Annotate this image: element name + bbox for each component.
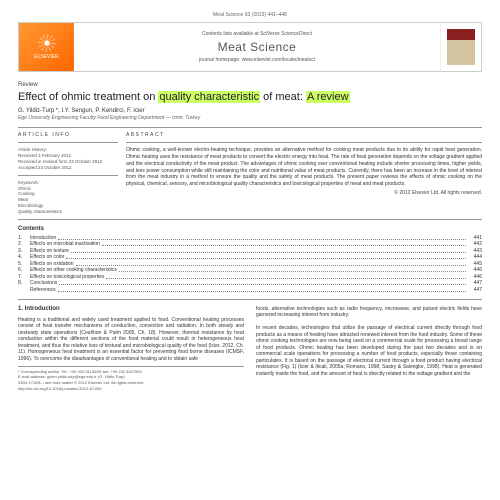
keywords: Ohmic Cooking Meat Microbiology Quality … xyxy=(18,186,118,215)
abstract-body: Ohmic cooking, a well-known electro-heat… xyxy=(126,147,482,188)
toc-row[interactable]: 4.Effects on color444 xyxy=(18,254,482,260)
toc-head: Contents xyxy=(18,226,482,232)
article-info-head: ARTICLE INFO xyxy=(18,132,118,138)
toc-row[interactable]: 1.Introduction441 xyxy=(18,235,482,241)
toc-row[interactable]: 3.Effects on texture443 xyxy=(18,248,482,254)
section-1-col1: Heating is a traditional and widely used… xyxy=(18,317,244,363)
journal-homepage[interactable]: journal homepage: www.elsevier.com/locat… xyxy=(199,57,315,63)
top-meta: Meat Science 93 (2013) 441–448 xyxy=(18,12,482,18)
journal-header: ELSEVIER Contents lists available at Sci… xyxy=(18,22,482,72)
article-title: Effect of ohmic treatment on quality cha… xyxy=(18,90,482,104)
affiliation: Ege University Engineering Faculty Food … xyxy=(18,115,482,121)
contents-available: Contents lists available at SciVerse Sci… xyxy=(202,31,312,37)
publisher-logo: ELSEVIER xyxy=(19,23,74,71)
toc-row[interactable]: 7.Effects on toxicological properties446 xyxy=(18,274,482,280)
journal-name: Meat Science xyxy=(218,40,297,54)
cover-thumbnail xyxy=(440,23,481,71)
footnote: * Corresponding author. Tel.: +90 232 31… xyxy=(18,366,244,391)
abstract-head: ABSTRACT xyxy=(126,132,482,138)
toc-row[interactable]: 8.Conclusions447 xyxy=(18,280,482,286)
highlight-2: A review xyxy=(306,91,350,103)
highlight-1: quality characteristic xyxy=(158,91,260,103)
publisher-name: ELSEVIER xyxy=(34,54,58,60)
article-type: Review xyxy=(18,82,482,88)
toc-row[interactable]: References447 xyxy=(18,287,482,293)
toc-row[interactable]: 2.Effects on microbial inactivation442 xyxy=(18,241,482,247)
authors: G. Yildiz-Turp *, I.Y. Sengun, P. Kendir… xyxy=(18,108,482,114)
section-1-head: 1. Introduction xyxy=(18,306,244,314)
toc-row[interactable]: 5.Effects on oxidation445 xyxy=(18,261,482,267)
section-1-col2: foods, alternative technologies such as … xyxy=(256,306,482,378)
elsevier-tree-icon xyxy=(38,34,56,52)
toc-row[interactable]: 6.Effects on other cooking characteristi… xyxy=(18,267,482,273)
toc: 1.Introduction4412.Effects on microbial … xyxy=(18,235,482,293)
history: Received 3 February 2012 Received in rev… xyxy=(18,153,118,171)
copyright: © 2012 Elsevier Ltd. All rights reserved… xyxy=(126,190,482,196)
